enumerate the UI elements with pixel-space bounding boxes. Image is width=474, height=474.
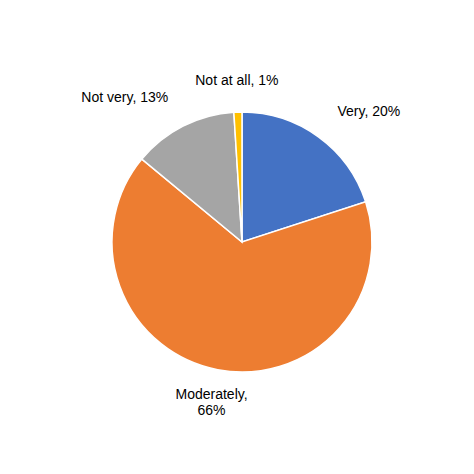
svg-text:Not at all, 1%: Not at all, 1%: [195, 72, 278, 88]
svg-text:Very, 20%: Very, 20%: [338, 103, 401, 119]
svg-text:Moderately,66%: Moderately,66%: [175, 386, 247, 418]
svg-text:Not very, 13%: Not very, 13%: [81, 89, 168, 105]
